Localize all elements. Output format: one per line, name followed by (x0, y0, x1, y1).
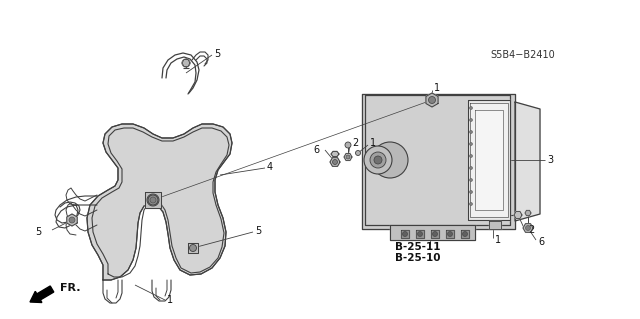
Circle shape (182, 59, 190, 67)
Text: 6: 6 (313, 145, 319, 155)
Text: 3: 3 (547, 155, 553, 165)
Polygon shape (523, 224, 533, 232)
Circle shape (525, 226, 531, 231)
Text: 1: 1 (167, 295, 173, 305)
Text: S5B4−B2410: S5B4−B2410 (490, 50, 555, 60)
Polygon shape (344, 153, 352, 160)
Polygon shape (87, 124, 232, 280)
Text: 6: 6 (538, 237, 544, 247)
Circle shape (429, 97, 435, 103)
Text: 1: 1 (495, 235, 501, 245)
Polygon shape (145, 192, 161, 208)
Text: 1: 1 (434, 83, 440, 93)
Polygon shape (416, 230, 424, 238)
Text: B-25-10: B-25-10 (395, 253, 440, 263)
Polygon shape (475, 110, 503, 210)
Circle shape (417, 232, 422, 236)
Polygon shape (470, 103, 508, 217)
Circle shape (463, 232, 467, 236)
Circle shape (69, 217, 75, 223)
Text: 2: 2 (352, 138, 358, 148)
Circle shape (372, 142, 408, 178)
Circle shape (470, 203, 472, 205)
Polygon shape (365, 95, 510, 225)
Circle shape (355, 151, 360, 155)
Circle shape (147, 194, 159, 206)
Text: FR.: FR. (60, 283, 81, 293)
Circle shape (470, 167, 472, 169)
Circle shape (470, 143, 472, 145)
Circle shape (346, 155, 350, 159)
Text: 5: 5 (255, 226, 261, 236)
Polygon shape (468, 100, 510, 220)
Text: 5: 5 (35, 227, 41, 237)
Circle shape (470, 179, 472, 182)
Text: B-25-11: B-25-11 (395, 242, 440, 252)
Circle shape (470, 154, 472, 158)
Polygon shape (67, 214, 77, 226)
Polygon shape (362, 94, 515, 229)
Circle shape (374, 156, 382, 164)
Polygon shape (525, 211, 531, 216)
Circle shape (470, 118, 472, 122)
Text: 5: 5 (214, 49, 220, 59)
Circle shape (150, 197, 156, 203)
Polygon shape (426, 93, 438, 107)
FancyArrow shape (30, 286, 54, 302)
Circle shape (333, 160, 337, 165)
Polygon shape (431, 230, 439, 238)
Circle shape (364, 146, 392, 174)
Circle shape (433, 232, 438, 236)
Circle shape (345, 142, 351, 148)
Circle shape (447, 232, 452, 236)
Text: 4: 4 (267, 162, 273, 172)
Circle shape (148, 195, 158, 205)
Polygon shape (515, 102, 540, 221)
Circle shape (470, 190, 472, 194)
Circle shape (189, 244, 196, 251)
Polygon shape (331, 152, 339, 157)
Circle shape (470, 130, 472, 133)
Polygon shape (489, 221, 501, 229)
Text: 1: 1 (370, 138, 376, 148)
Polygon shape (461, 230, 469, 238)
Polygon shape (330, 158, 340, 166)
Polygon shape (182, 60, 190, 66)
Polygon shape (390, 225, 475, 240)
Polygon shape (401, 230, 409, 238)
Polygon shape (514, 211, 522, 219)
Circle shape (403, 232, 408, 236)
Polygon shape (188, 243, 198, 253)
Circle shape (370, 152, 386, 168)
Polygon shape (446, 230, 454, 238)
Text: 2: 2 (528, 225, 534, 235)
Circle shape (470, 107, 472, 109)
